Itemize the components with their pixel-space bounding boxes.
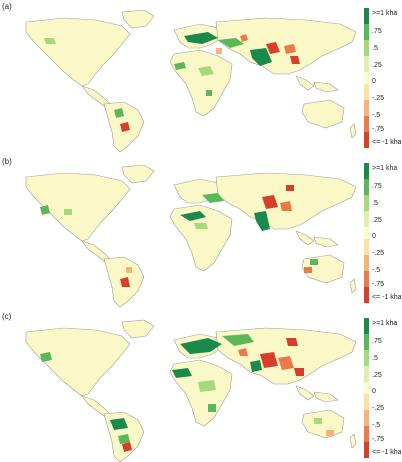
legend-tick: .5: [372, 45, 378, 52]
legend-tick: .75: [372, 28, 382, 35]
legend-tick: -.75: [372, 126, 385, 133]
map-panel-a: (a): [0, 0, 402, 152]
legend: >=1 kha .75 .5 .25 0 -.25 -.5 -.75 <= -1…: [364, 163, 402, 303]
panel-label: (a): [2, 2, 12, 11]
legend-tick: -.25: [372, 250, 385, 257]
legend-tick: <= -1 kha: [372, 139, 402, 146]
legend-tick: <= -1 kha: [372, 294, 402, 301]
legend-tick: -.25: [372, 405, 385, 412]
map-panel-b: (b): [0, 155, 402, 307]
legend-tick: >=1 kha: [372, 165, 398, 172]
legend-tick: 0: [372, 388, 376, 395]
legend: >=1 kha .75 .5 .25 0 -.25 -.5 -.75 <= -1…: [364, 8, 402, 148]
map-panel-c: (c): [0, 310, 402, 462]
legend-tick: >=1 kha: [372, 10, 398, 17]
legend-tick: .25: [372, 217, 382, 224]
world-map: [25, 319, 357, 462]
legend-tick: .75: [372, 183, 382, 190]
legend-tick: -.5: [372, 267, 381, 274]
panel-label: (c): [2, 312, 12, 321]
legend-tick: .25: [372, 372, 382, 379]
legend: >=1 kha .75 .5 .25 0 -.25 -.5 -.75 <= -1…: [364, 318, 402, 458]
legend-tick: 0: [372, 78, 376, 85]
legend-tick: -.75: [372, 281, 385, 288]
legend-tick: -.25: [372, 95, 385, 102]
panel-label: (b): [2, 157, 12, 166]
legend-tick: -.5: [372, 112, 381, 119]
legend-tick: .25: [372, 62, 382, 69]
legend-colorbar: [364, 318, 369, 458]
legend-tick: .75: [372, 338, 382, 345]
legend-tick: <= -1 kha: [372, 449, 402, 456]
legend-tick: >=1 kha: [372, 320, 398, 327]
legend-tick: -.5: [372, 422, 381, 429]
legend-tick: -.75: [372, 436, 385, 443]
legend-colorbar: [364, 163, 369, 303]
world-map: [25, 9, 357, 152]
legend-tick: 0: [372, 233, 376, 240]
legend-tick: .5: [372, 200, 378, 207]
world-map: [25, 164, 357, 307]
legend-colorbar: [364, 8, 369, 148]
legend-tick: .5: [372, 355, 378, 362]
